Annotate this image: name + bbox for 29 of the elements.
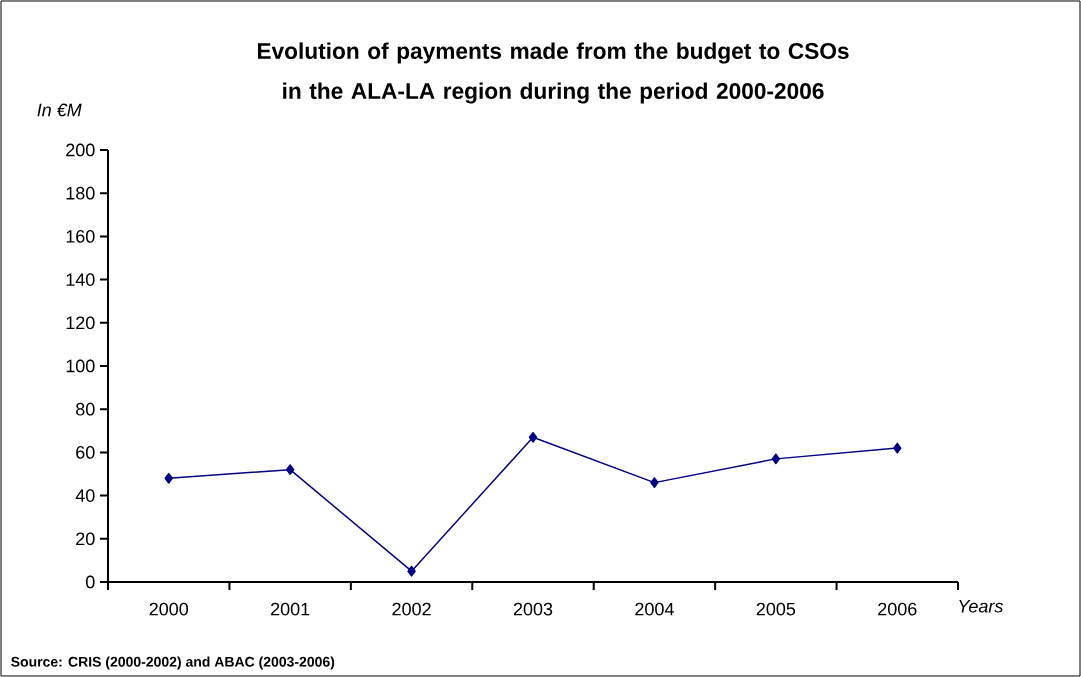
- y-tick-label: 0: [86, 575, 95, 589]
- x-tick-label: 2004: [635, 602, 674, 616]
- point: [407, 565, 416, 577]
- point: [528, 431, 538, 443]
- point: [893, 442, 902, 454]
- point: [771, 453, 781, 465]
- x-tick-label: 2002: [392, 602, 431, 616]
- x-tick-label: 2006: [878, 602, 917, 616]
- y-tick-label: 140: [66, 273, 95, 286]
- chart-title: Evolution of payments made from the budget to CSOs in the ALA-LA region during the period 2000-2006: [257, 42, 849, 104]
- point: [285, 464, 295, 476]
- x-tick-label: 2000: [149, 602, 189, 616]
- y-tick-label: 20: [76, 532, 95, 546]
- y-tick-label: 200: [66, 143, 95, 157]
- y-tick-label: 180: [66, 186, 95, 200]
- x-tick-label: 2003: [513, 602, 553, 616]
- source-note: Source: CRIS (2000-2002) and ABAC (2003-2006): [11, 656, 335, 670]
- x-tick-label: 2005: [756, 602, 796, 616]
- y-tick-label: 60: [76, 446, 95, 459]
- x-axis-title: Years: [959, 600, 1004, 613]
- y-tick-label: 120: [66, 316, 95, 330]
- y-tick-label: 160: [66, 230, 95, 243]
- y-tick-label: 100: [66, 359, 95, 373]
- y-axis-title: In €M: [37, 103, 82, 117]
- point: [650, 477, 659, 489]
- point: [164, 472, 173, 484]
- y-tick-label: 40: [75, 489, 95, 502]
- x-tick-label: 2001: [271, 602, 310, 616]
- y-tick-label: 80: [76, 402, 95, 416]
